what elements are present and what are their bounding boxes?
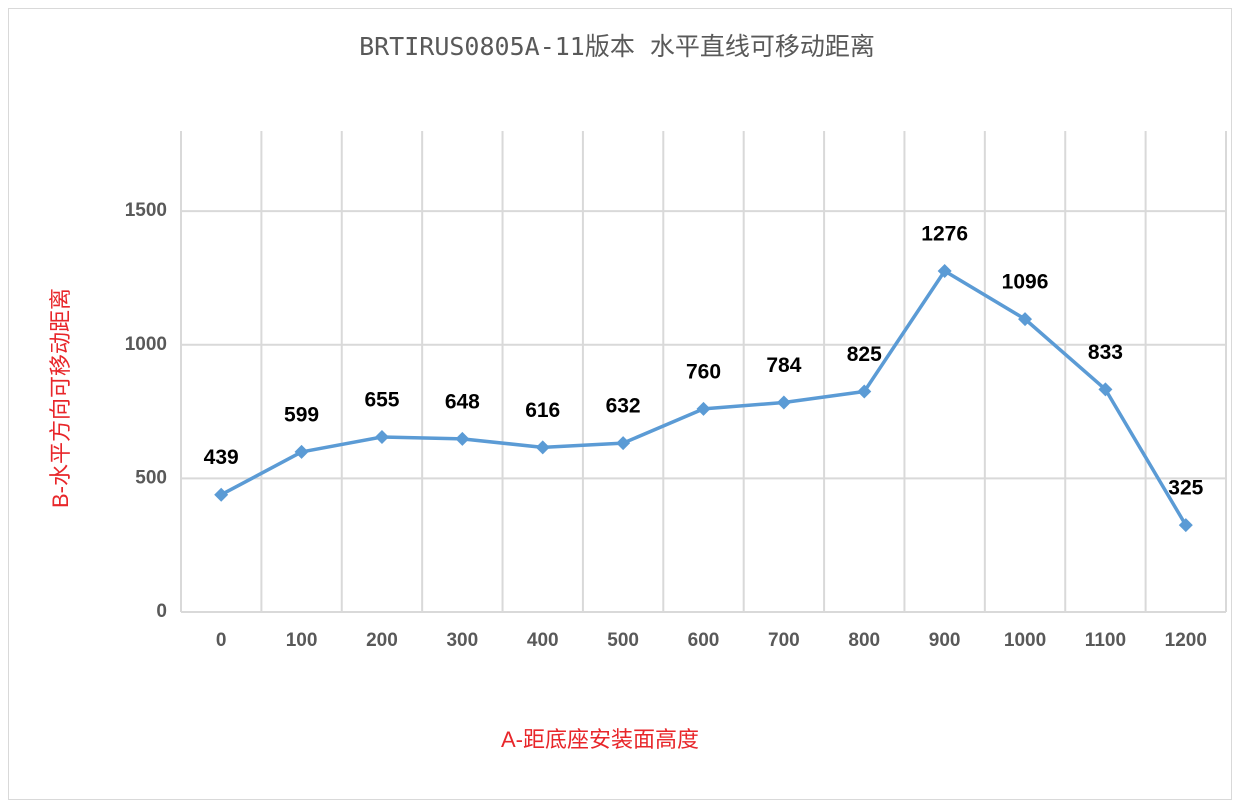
data-label: 784 <box>766 354 801 377</box>
y-tick-label: 500 <box>135 467 167 488</box>
data-label: 325 <box>1168 477 1203 500</box>
chart-border <box>8 8 1232 800</box>
data-label: 655 <box>364 389 399 412</box>
data-label: 616 <box>525 399 560 422</box>
x-tick-label: 600 <box>688 630 720 651</box>
x-tick-label: 500 <box>607 630 639 651</box>
x-tick-label: 1000 <box>1004 630 1046 651</box>
marker <box>214 487 229 502</box>
x-tick-label: 400 <box>527 630 559 651</box>
x-tick-label: 1100 <box>1085 630 1126 651</box>
x-tick-label: 300 <box>446 630 478 651</box>
marker <box>616 436 631 451</box>
x-tick-label: 700 <box>768 630 800 651</box>
y-tick-label: 1500 <box>125 200 167 221</box>
marker <box>535 440 550 455</box>
x-tick-label: 800 <box>848 630 880 651</box>
chart-title: BRTIRUS0805A-11版本 水平直线可移动距离 <box>359 32 875 61</box>
data-label: 599 <box>284 403 319 426</box>
data-label: 1276 <box>921 223 968 246</box>
marker <box>374 429 389 444</box>
x-tick-label: 900 <box>929 630 961 651</box>
y-tick-label: 1000 <box>125 334 167 355</box>
data-label: 439 <box>204 446 239 469</box>
x-tick-label: 0 <box>216 630 227 651</box>
marker <box>1098 382 1113 397</box>
x-tick-label: 200 <box>366 630 398 651</box>
marker <box>696 401 711 416</box>
data-label: 632 <box>606 395 641 418</box>
data-label: 825 <box>847 343 882 366</box>
marker <box>455 431 470 446</box>
y-axis-title: B-水平方向可移动距离 <box>48 288 73 508</box>
data-label: 1096 <box>1002 271 1049 294</box>
marker <box>937 264 952 279</box>
data-label: 648 <box>445 390 480 413</box>
marker <box>1178 518 1193 533</box>
y-tick-label: 0 <box>156 601 167 622</box>
marker <box>294 444 309 459</box>
marker <box>776 395 791 410</box>
data-label: 760 <box>686 360 721 383</box>
data-label: 833 <box>1088 341 1123 364</box>
x-axis-title: A-距底座安装面高度 <box>501 727 699 752</box>
marker <box>1018 312 1033 327</box>
x-tick-label: 100 <box>286 630 318 651</box>
x-tick-label: 1200 <box>1165 630 1207 651</box>
marker <box>857 384 872 399</box>
